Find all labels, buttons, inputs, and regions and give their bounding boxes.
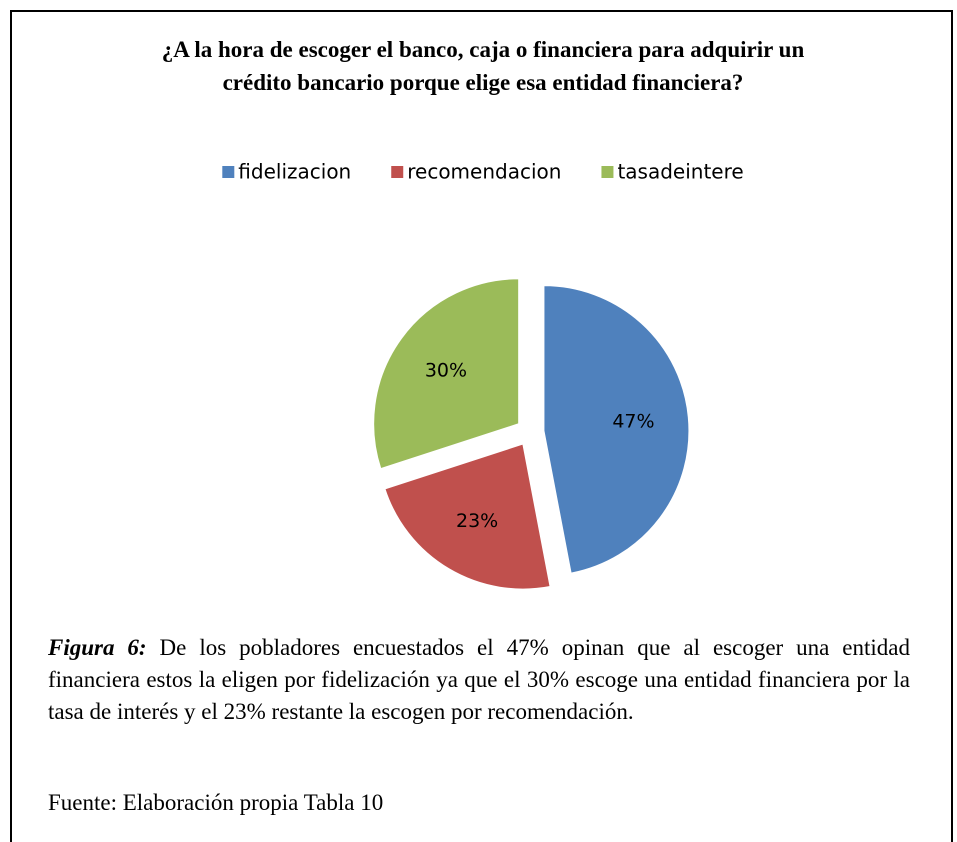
- legend-swatch: [222, 166, 235, 178]
- data-label: 47%: [612, 411, 654, 433]
- data-label: 23%: [456, 510, 498, 532]
- chart: 47% 23% 30% fidelizacion recomendacion tasade…: [222, 160, 744, 590]
- legend-label: fidelizacion: [238, 160, 351, 184]
- pie-slice: [384, 443, 551, 590]
- legend-swatch: [601, 166, 614, 178]
- chart-title: ¿A la hora de escoger el banco, caja o f…: [161, 37, 805, 95]
- legend-label: tasadeintere: [617, 160, 743, 184]
- data-label: 30%: [425, 359, 467, 381]
- pie-slice: [543, 285, 690, 574]
- caption-text: De los pobladores encuestados el 47% opi…: [48, 635, 910, 724]
- figure-frame: [10, 10, 953, 842]
- source: Fuente: Elaboración propia Tabla 10: [48, 790, 384, 815]
- caption: Figura 6: De los pobladores encuestados …: [48, 632, 910, 728]
- legend-swatch: [391, 166, 404, 178]
- legend-label: recomendacion: [407, 160, 561, 184]
- pie-slice: [373, 278, 520, 470]
- caption-label: Figura 6:: [48, 635, 147, 660]
